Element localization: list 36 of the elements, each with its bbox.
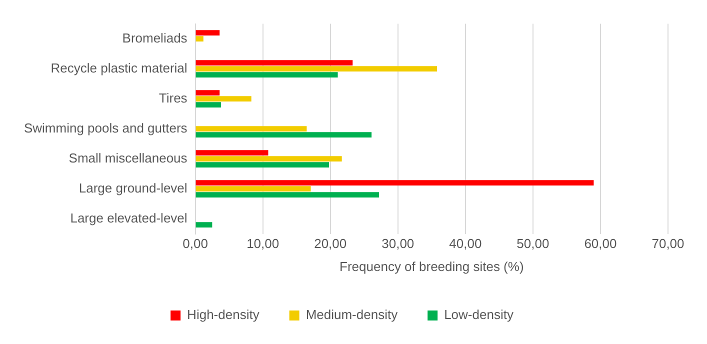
x-tick-label: 60,00 [584, 236, 617, 252]
bar [196, 102, 221, 108]
bar [196, 132, 372, 138]
bar [196, 222, 212, 228]
y-tick-label: Tires [158, 90, 188, 106]
bar [196, 60, 353, 66]
y-tick-label: Large elevated-level [70, 210, 188, 226]
x-tick-label: 30,00 [382, 236, 414, 252]
legend-label: Medium-density [306, 307, 398, 322]
bar [196, 162, 330, 168]
bar [196, 66, 438, 72]
bar [196, 192, 379, 198]
bar [196, 156, 342, 162]
bar [196, 90, 220, 96]
y-tick-label: Recycle plastic material [50, 60, 188, 76]
bar [196, 126, 307, 132]
x-tick-label: 20,00 [314, 236, 347, 252]
x-tick-label: 70,00 [652, 236, 684, 252]
x-tick-label: 40,00 [449, 236, 482, 252]
x-tick-label: 0,00 [182, 236, 208, 252]
y-tick-label: Swimming pools and gutters [24, 120, 188, 136]
legend-label: Low-density [444, 307, 514, 322]
x-tick-label: 10,00 [246, 236, 280, 252]
bar [196, 186, 311, 192]
bar [196, 150, 268, 156]
bar [196, 36, 204, 42]
x-axis-title: Frequency of breeding sites (%) [340, 258, 524, 274]
bar [196, 72, 338, 78]
x-tick-label: 50,00 [516, 236, 550, 252]
y-tick-label: Small miscellaneous [68, 150, 188, 166]
y-tick-label: Large ground-level [78, 180, 188, 196]
y-tick-label: Bromeliads [122, 30, 188, 46]
bar [196, 30, 220, 36]
bar [196, 96, 252, 102]
bar [196, 180, 594, 186]
legend-label: High-density [187, 307, 260, 322]
